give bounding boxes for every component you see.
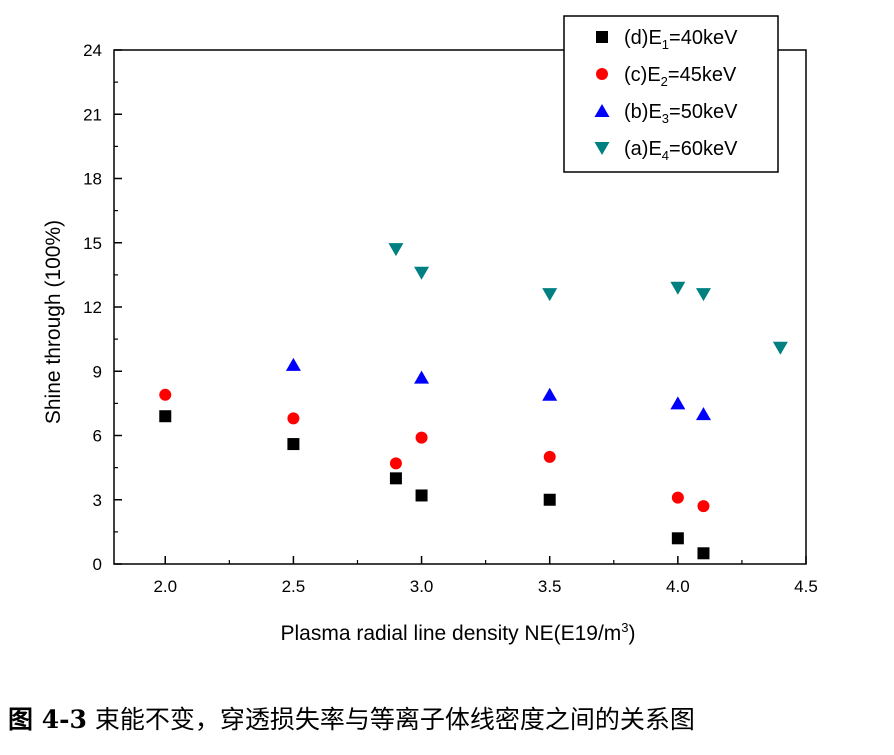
x-tick-label: 4.0 — [666, 577, 690, 596]
legend-label: (a)E4=60keV — [624, 138, 738, 163]
data-point — [285, 357, 301, 371]
data-point — [697, 500, 710, 513]
data-point — [287, 438, 300, 451]
data-points — [159, 243, 788, 560]
legend-label: (c)E2=45keV — [624, 64, 737, 89]
series-50kev — [285, 357, 711, 421]
series-45kev — [159, 388, 710, 513]
data-point — [389, 457, 402, 470]
data-point — [772, 341, 788, 355]
x-tick-label: 3.0 — [410, 577, 434, 596]
caption-number: 图 4-3 — [8, 705, 87, 734]
data-point — [389, 472, 402, 485]
data-point — [414, 266, 430, 280]
data-point — [415, 489, 428, 502]
data-point — [414, 370, 430, 384]
legend: (d)E1=40keV (c)E2=45keV (b)E3=50keV (a)E4=6… — [563, 15, 779, 173]
data-point — [670, 396, 686, 410]
y-axis-label: Shine through (100%) — [42, 220, 65, 424]
x-tick-label: 4.5 — [794, 577, 818, 596]
y-tick-label: 24 — [83, 41, 102, 60]
data-point — [542, 387, 558, 401]
y-tick-label: 21 — [83, 105, 102, 124]
data-point — [697, 547, 710, 560]
y-tick-label: 12 — [83, 298, 102, 317]
data-point — [388, 243, 404, 257]
legend-label: (b)E3=50keV — [624, 101, 738, 126]
y-tick-label: 3 — [93, 491, 102, 510]
data-point — [159, 388, 172, 401]
legend-marker — [594, 142, 610, 155]
axis-ticks: 2.0 2.5 3.0 3.5 4.0 4.5 0 3 6 9 12 15 18 21 24 — [83, 41, 818, 596]
y-tick-label: 9 — [93, 362, 102, 381]
figure-caption: 图 4-3 束能不变，穿透损失率与等离子体线密度之间的关系图 — [8, 700, 888, 736]
legend-label: (d)E1=40keV — [624, 27, 738, 52]
legend-marker — [596, 31, 608, 43]
y-tick-label: 15 — [83, 234, 102, 253]
data-point — [695, 288, 711, 302]
x-tick-label: 3.5 — [538, 577, 562, 596]
scatter-chart: 2.0 2.5 3.0 3.5 4.0 4.5 0 3 6 9 12 15 18 21 24 (d)E1=4… — [42, 15, 818, 645]
data-point — [671, 532, 684, 545]
legend-marker — [594, 104, 610, 117]
data-point — [287, 412, 300, 425]
data-point — [670, 281, 686, 295]
x-axis-label: Plasma radial line density NE(E19/m3) — [280, 620, 635, 645]
x-tick-label: 2.0 — [153, 577, 177, 596]
y-tick-label: 6 — [93, 427, 102, 446]
series-40kev — [159, 410, 710, 560]
data-point — [695, 407, 711, 421]
x-tick-label: 2.5 — [282, 577, 306, 596]
caption-text: 束能不变，穿透损失率与等离子体线密度之间的关系图 — [94, 705, 695, 734]
series-60kev — [388, 243, 788, 355]
data-point — [415, 431, 428, 444]
data-point — [543, 493, 556, 506]
y-tick-label: 18 — [83, 170, 102, 189]
data-point — [542, 288, 558, 302]
data-point — [159, 410, 172, 423]
legend-marker — [596, 68, 608, 80]
y-tick-label: 0 — [93, 555, 102, 574]
data-point — [671, 491, 684, 504]
data-point — [543, 450, 556, 463]
